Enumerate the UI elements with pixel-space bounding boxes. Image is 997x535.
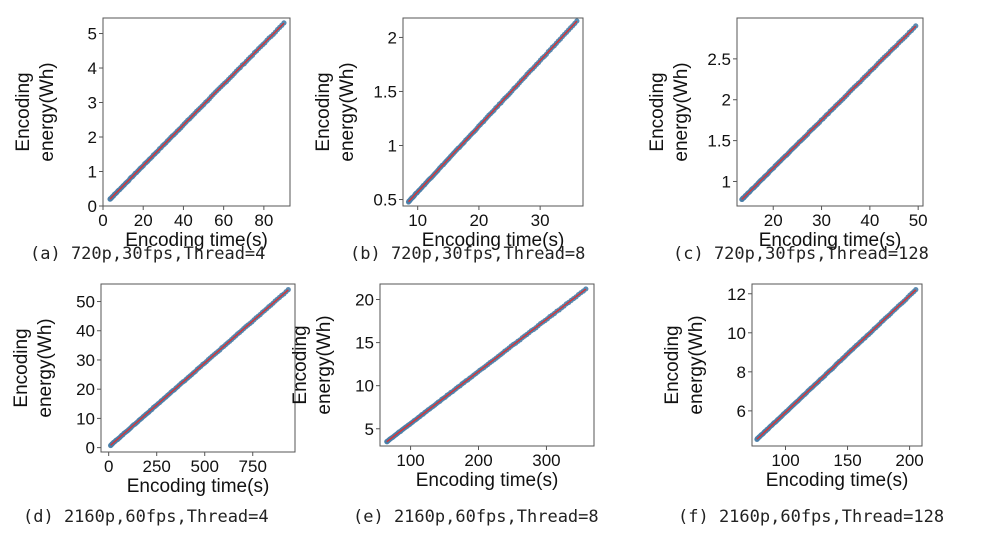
- y-tick-label-d-0: 0: [86, 439, 95, 458]
- plot-frame-c: [736, 17, 924, 207]
- y-axis-label-line1-b: Encoding: [313, 72, 334, 151]
- caption-e: (e) 2160p,60fps,Thread=8: [353, 507, 599, 527]
- y-tick-label-a-1: 1: [88, 163, 97, 182]
- y-tick-label-d-1: 10: [76, 409, 95, 428]
- y-tick-label-d-4: 40: [76, 322, 95, 341]
- x-tick-label-b-2: 30: [531, 211, 550, 230]
- caption-f: (f) 2160p,60fps,Thread=128: [678, 507, 945, 527]
- x-tick-label-a-0: 0: [98, 211, 107, 230]
- y-tick-label-f-2: 10: [727, 324, 746, 343]
- x-tick-label-a-2: 40: [174, 211, 193, 230]
- x-axis-label-e: Encoding time(s): [416, 470, 559, 491]
- y-tick-label-a-2: 2: [88, 128, 97, 147]
- plot-frame-d: [100, 283, 296, 453]
- fit-line-e: [386, 288, 587, 443]
- x-axis-label-b: Encoding time(s): [422, 230, 565, 251]
- y-tick-label-c-3: 2.5: [707, 50, 731, 69]
- y-tick-label-b-0: 0.5: [373, 191, 397, 210]
- y-axis-label-line2-b: energy(Wh): [337, 62, 358, 161]
- plot-frame-f: [751, 283, 923, 447]
- y-tick-label-f-0: 6: [737, 402, 746, 421]
- y-tick-label-f-1: 8: [737, 363, 746, 382]
- y-tick-label-a-4: 4: [88, 59, 97, 78]
- x-tick-label-c-1: 30: [812, 211, 831, 230]
- y-axis-label-line1-a: Encoding: [13, 72, 34, 151]
- y-axis-label-line2-f: energy(Wh): [686, 315, 707, 414]
- x-tick-label-c-2: 40: [860, 211, 879, 230]
- y-axis-label-line1-e: Encoding: [290, 325, 311, 404]
- x-tick-label-a-4: 80: [254, 211, 273, 230]
- fit-line-c: [741, 25, 917, 200]
- y-tick-label-d-5: 50: [76, 293, 95, 312]
- x-tick-label-d-2: 500: [191, 457, 219, 476]
- x-axis-label-d: Encoding time(s): [127, 476, 270, 497]
- x-tick-label-f-1: 150: [833, 451, 861, 470]
- caption-d: (d) 2160p,60fps,Thread=4: [23, 507, 269, 527]
- y-tick-label-f-3: 12: [727, 285, 746, 304]
- y-axis-label-line2-a: energy(Wh): [37, 62, 58, 161]
- chart-panel-a: 0 20 40 60 80 0 1 2 3 4 5 Encoding time(s) Encoding e…: [0, 0, 330, 268]
- chart-svg-c: 20 30 40 50 1 1.5 2 2.5 Encoding time(s) Encoding…: [647, 17, 928, 251]
- caption-b: (b) 720p,30fps,Thread=8: [350, 244, 586, 264]
- x-tick-label-c-3: 50: [909, 211, 928, 230]
- y-axis-label-line2-d: energy(Wh): [35, 318, 56, 417]
- y-tick-label-a-3: 3: [88, 94, 97, 113]
- x-tick-label-e-0: 100: [396, 451, 424, 470]
- x-tick-label-f-0: 100: [771, 451, 799, 470]
- y-axis-label-line2-e: energy(Wh): [314, 315, 335, 414]
- x-tick-label-d-1: 250: [143, 457, 171, 476]
- y-tick-label-c-2: 2: [722, 91, 731, 110]
- y-tick-label-b-3: 2: [388, 28, 397, 47]
- y-tick-label-d-3: 30: [76, 351, 95, 370]
- caption-c: (c) 720p,30fps,Thread=128: [673, 244, 929, 264]
- chart-panel-b: 10 20 30 0.5 1 1.5 2 Encoding time(s) Encoding en…: [0, 0, 640, 268]
- y-tick-label-a-5: 5: [88, 25, 97, 44]
- x-tick-label-b-0: 10: [408, 211, 427, 230]
- x-tick-label-b-1: 20: [469, 211, 488, 230]
- x-tick-label-a-3: 60: [214, 211, 233, 230]
- fit-line-b: [408, 20, 578, 203]
- y-tick-label-c-0: 1: [722, 172, 731, 191]
- y-tick-label-c-1: 1.5: [707, 132, 731, 151]
- x-tick-label-e-2: 300: [532, 451, 560, 470]
- y-axis-label-line1-f: Encoding: [662, 325, 683, 404]
- x-tick-label-d-3: 750: [239, 457, 267, 476]
- x-axis-label-c: Encoding time(s): [759, 230, 902, 251]
- y-tick-label-e-2: 15: [355, 334, 374, 353]
- x-tick-label-a-1: 20: [134, 211, 153, 230]
- y-tick-label-b-2: 1.5: [373, 82, 397, 101]
- y-tick-label-e-0: 5: [365, 420, 374, 439]
- chart-svg-e: 100 200 300 5 10 15 20 Encoding time(s) Encoding…: [290, 283, 595, 491]
- plot-frame-a: [102, 17, 291, 207]
- y-tick-label-b-1: 1: [388, 136, 397, 155]
- y-tick-label-e-3: 20: [355, 291, 374, 310]
- x-tick-label-c-0: 20: [764, 211, 783, 230]
- fit-line-a: [109, 22, 285, 200]
- y-axis-label-line1-c: Encoding: [647, 72, 668, 151]
- chart-panel-c: 20 30 40 50 1 1.5 2 2.5 Encoding time(s) Encoding…: [647, 17, 929, 264]
- y-tick-label-d-2: 20: [76, 380, 95, 399]
- plot-frame-e: [379, 283, 595, 447]
- fit-line-d: [110, 289, 289, 446]
- chart-svg-d: 0 250 500 750 0 10 20 30 40 50 Encoding time(s) Enc…: [11, 283, 296, 497]
- y-tick-label-a-0: 0: [88, 197, 97, 216]
- chart-panel-e: 100 200 300 5 10 15 20 Encoding time(s) Encoding…: [290, 283, 599, 527]
- chart-panel-d: 0 250 500 750 0 10 20 30 40 50 Encoding time(s) Enc…: [0, 0, 330, 535]
- chart-svg-b: 10 20 30 0.5 1 1.5 2 Encoding time(s) Encoding en…: [313, 17, 584, 251]
- y-axis-label-line1-d: Encoding: [11, 328, 32, 407]
- x-tick-label-e-1: 200: [464, 451, 492, 470]
- y-axis-label-line2-c: energy(Wh): [671, 62, 692, 161]
- x-tick-label-d-0: 0: [104, 457, 113, 476]
- x-axis-label-f: Encoding time(s): [766, 470, 909, 491]
- x-tick-label-f-2: 200: [895, 451, 923, 470]
- y-tick-label-e-1: 10: [355, 377, 374, 396]
- chart-svg-a: 0 20 40 60 80 0 1 2 3 4 5 Encoding time(s) Encoding e…: [13, 17, 291, 251]
- caption-a: (a) 720p,30fps,Thread=4: [30, 244, 266, 264]
- fit-line-f: [756, 289, 917, 440]
- x-axis-label-a: Encoding time(s): [125, 230, 268, 251]
- plot-frame-b: [402, 17, 584, 207]
